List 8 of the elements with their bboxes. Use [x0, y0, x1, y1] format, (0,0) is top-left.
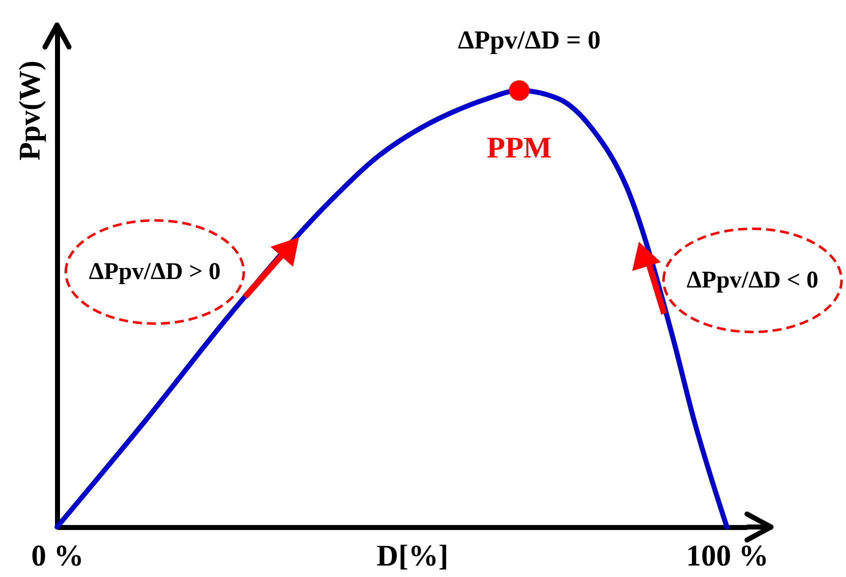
annotation: ΔPpv/ΔD > 0 — [88, 258, 221, 285]
y-axis-title: Ppv(W) — [14, 60, 46, 160]
annotation: ΔPpv/ΔD < 0 — [686, 267, 818, 294]
x-tick-label: 100 % — [686, 540, 769, 572]
series-label: PPM — [486, 131, 552, 164]
x-tick-label: 0 % — [31, 540, 84, 572]
annotation: ΔPpv/ΔD = 0 — [458, 25, 601, 54]
x-axis-title: D[%] — [376, 540, 448, 572]
